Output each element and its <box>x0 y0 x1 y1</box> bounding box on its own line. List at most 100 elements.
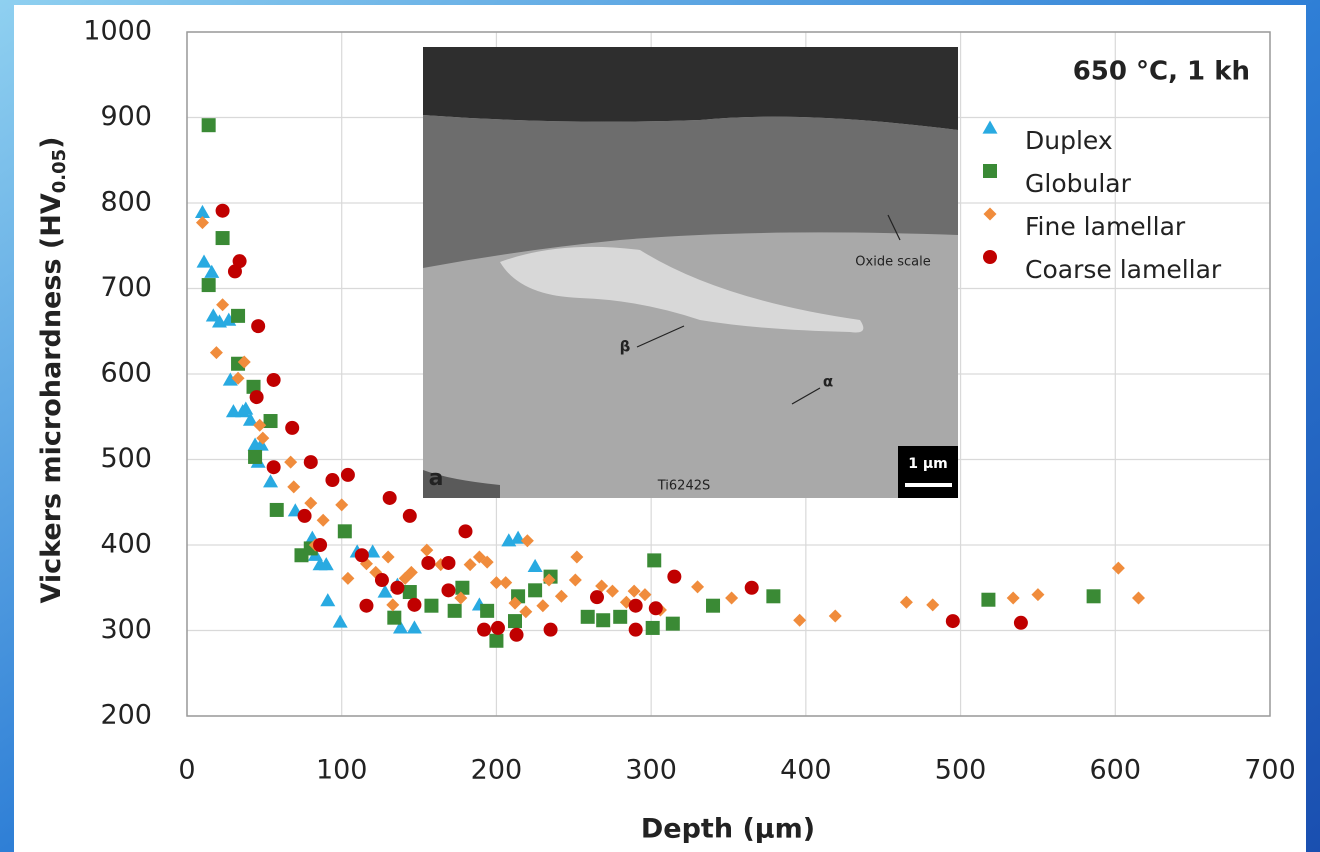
marker-diamond <box>627 584 641 598</box>
marker-circle <box>509 627 524 642</box>
marker-circle <box>251 319 266 334</box>
marker-square <box>201 278 216 293</box>
y-tick-label: 300 <box>100 614 152 645</box>
marker-diamond <box>828 609 842 623</box>
marker-circle <box>983 250 997 264</box>
marker-square <box>1086 589 1101 604</box>
x-tick-label: 200 <box>471 755 523 786</box>
marker-diamond <box>605 584 619 598</box>
marker-diamond <box>536 599 550 613</box>
marker-square <box>455 580 470 595</box>
marker-square <box>201 118 216 133</box>
marker-triangle <box>406 620 422 634</box>
marker-square <box>665 616 680 631</box>
marker-circle <box>374 573 389 588</box>
marker-circle <box>215 203 230 218</box>
marker-diamond <box>231 371 245 385</box>
legend: Duplex Globular Fine lamellar Coarse lamell… <box>982 120 1222 284</box>
marker-diamond <box>256 431 270 445</box>
y-tick-label: 200 <box>100 700 152 731</box>
inset-oxide <box>423 115 958 268</box>
marker-triangle <box>527 558 543 572</box>
marker-diamond <box>519 605 533 619</box>
marker-circle <box>628 598 643 613</box>
marker-circle <box>266 372 281 387</box>
marker-diamond <box>926 598 940 612</box>
y-label-sub: 0.05 <box>49 149 70 193</box>
marker-diamond <box>463 558 477 572</box>
marker-square <box>983 164 997 178</box>
annotation: 650 °C, 1 kh <box>1073 57 1250 87</box>
marker-square <box>580 609 595 624</box>
marker-diamond <box>316 513 330 527</box>
marker-diamond <box>1111 561 1125 575</box>
marker-diamond <box>454 591 468 605</box>
marker-circle <box>1013 615 1028 630</box>
inset-label: Oxide scale <box>855 255 930 270</box>
marker-square <box>263 414 278 429</box>
marker-square <box>402 585 417 600</box>
marker-diamond <box>508 596 522 610</box>
marker-square <box>596 613 611 628</box>
marker-circle <box>313 538 328 552</box>
marker-triangle <box>393 620 409 634</box>
marker-square <box>248 449 263 464</box>
scale-box <box>898 446 958 498</box>
marker-triangle <box>253 437 269 451</box>
x-tick-label: 300 <box>625 755 677 786</box>
marker-diamond <box>284 455 298 469</box>
marks <box>194 118 1145 648</box>
marker-circle <box>589 590 604 605</box>
marker-triangle <box>194 204 210 219</box>
marker-circle <box>325 473 340 488</box>
marker-diamond <box>691 580 705 594</box>
x-tick-label: 500 <box>935 755 987 786</box>
marker-circle <box>402 508 417 523</box>
marker-triangle <box>205 308 221 322</box>
marker-triangle <box>320 593 336 607</box>
marker-circle <box>667 569 682 584</box>
marker-square <box>231 308 246 323</box>
marker-diamond <box>381 550 395 564</box>
plot-frame <box>186 31 1271 717</box>
marker-triangle <box>982 120 998 134</box>
inset-image: Oxide scale β α a Ti6242S 1 µm <box>423 47 958 498</box>
marker-square <box>489 633 504 648</box>
marker-triangle <box>365 544 381 558</box>
legend-label: Globular <box>1025 169 1132 198</box>
marker-diamond <box>554 589 568 603</box>
x-tick-label: 100 <box>316 755 368 786</box>
marker-circle <box>303 455 318 470</box>
inset-corner <box>423 470 500 498</box>
marker-square <box>507 614 522 629</box>
marker-square <box>981 592 996 607</box>
marker-circle <box>744 580 759 595</box>
y-axis-label: Vickers microhardness (HV0.05) <box>36 136 71 603</box>
marker-diamond <box>341 571 355 585</box>
marker-diamond <box>404 565 418 579</box>
marker-diamond <box>793 613 807 627</box>
marker-circle <box>945 614 960 629</box>
marker-diamond <box>638 588 652 602</box>
x-tick-label: 400 <box>780 755 832 786</box>
legend-label: Fine lamellar <box>1025 212 1186 241</box>
arrow <box>636 325 685 348</box>
marker-triangle <box>196 254 212 268</box>
inset-beta <box>500 246 864 333</box>
x-axis-label: Depth (µm) <box>641 814 815 845</box>
marker-circle <box>441 583 456 598</box>
marker-diamond <box>420 543 434 557</box>
marker-diamond <box>542 573 556 587</box>
marker-diamond <box>520 534 534 548</box>
marker-circle <box>382 490 397 505</box>
marker-square <box>528 583 543 598</box>
x-tick-label: 0 <box>178 755 195 786</box>
marker-diamond <box>499 576 513 590</box>
inset-label: 1 µm <box>908 456 948 472</box>
marker-triangle <box>222 372 238 386</box>
marker-circle <box>477 622 492 637</box>
marker-square <box>480 603 495 618</box>
y-tick-label: 600 <box>100 358 152 389</box>
marker-circle <box>490 620 505 635</box>
